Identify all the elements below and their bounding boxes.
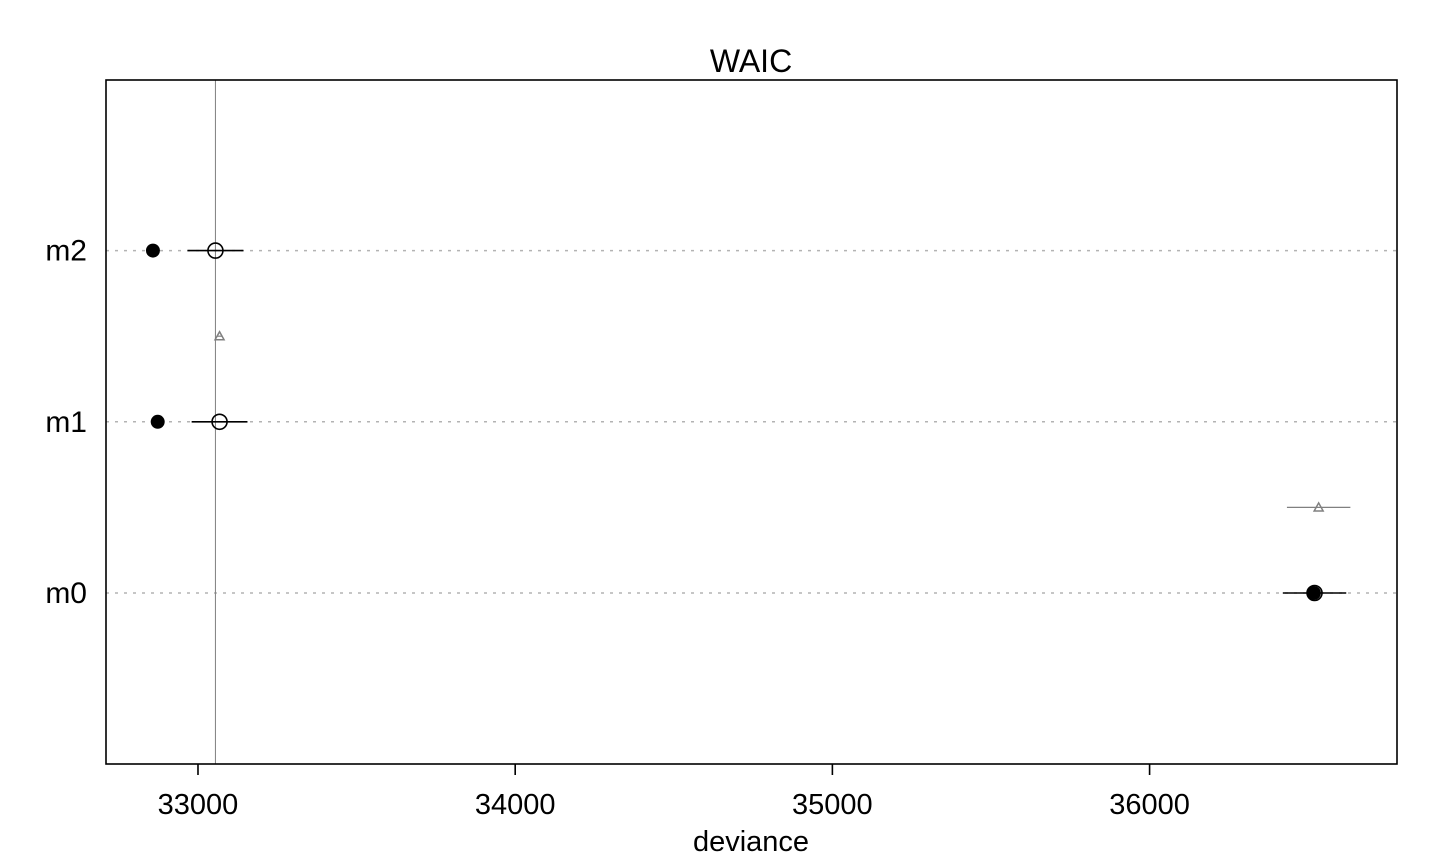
x-axis: 33000 34000 35000 36000: [158, 764, 1190, 821]
y-label-m0: m0: [45, 577, 87, 610]
grid-layer: [106, 249, 1397, 594]
marks-layer: [145, 242, 1351, 602]
deviance-point-m1: [150, 414, 165, 429]
x-tick-label-36000: 36000: [1109, 789, 1190, 821]
difference-point-m1-m2: [213, 330, 226, 341]
chart-title: WAIC: [710, 43, 792, 79]
deviance-point-m0: [1306, 586, 1321, 600]
waic-point-m0: [1306, 584, 1323, 602]
y-label-m2: m2: [45, 235, 87, 268]
x-tick-label-33000: 33000: [158, 789, 239, 821]
deviance-point-m2: [145, 243, 160, 258]
waic-point-m1: [211, 413, 228, 431]
plot-frame: [105, 79, 1398, 765]
y-label-m1: m1: [45, 406, 87, 439]
waic-point-m2: [207, 242, 224, 259]
difference-point-m0-m1: [1312, 501, 1325, 512]
y-axis-labels: m2 m1 m0: [45, 235, 87, 610]
x-axis-label: deviance: [693, 826, 809, 858]
x-tick-label-34000: 34000: [475, 789, 556, 821]
x-tick-label-35000: 35000: [792, 789, 873, 821]
